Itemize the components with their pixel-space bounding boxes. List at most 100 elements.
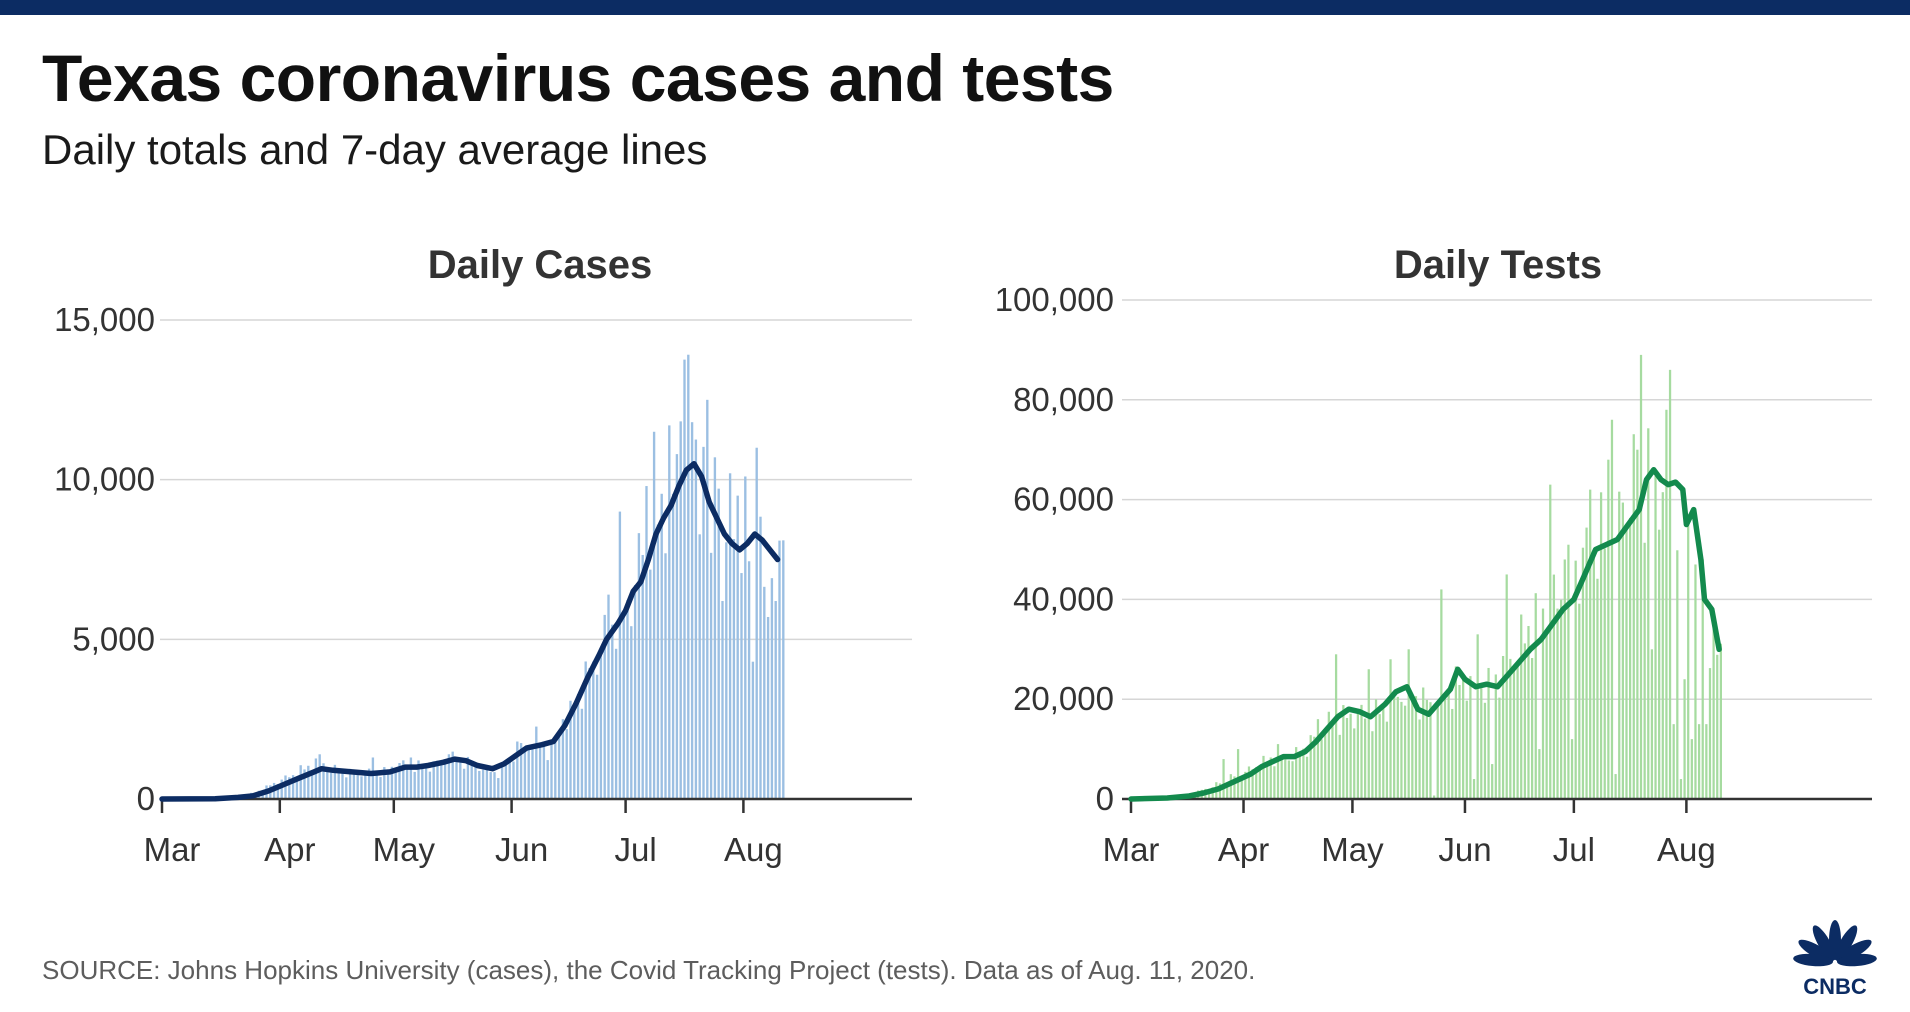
cases-xtick-label: May bbox=[373, 831, 436, 868]
tests-bar bbox=[1371, 731, 1374, 799]
cases-bar bbox=[774, 601, 777, 799]
cases-bar bbox=[402, 760, 405, 799]
cases-bar bbox=[535, 726, 538, 799]
tests-bar bbox=[1661, 492, 1664, 799]
tests-bar bbox=[1472, 779, 1476, 799]
cases-bar bbox=[546, 760, 549, 799]
daily-cases-chart: Daily Cases 0 5,000 10,000 15,000 Mar Apr May J… bbox=[54, 243, 912, 868]
tests-bar bbox=[1512, 666, 1516, 799]
cases-bar bbox=[599, 650, 603, 799]
cases-ytick-label: 10,000 bbox=[54, 461, 155, 498]
cases-bar bbox=[451, 751, 454, 799]
cases-bar bbox=[466, 756, 470, 799]
tests-bar bbox=[1469, 676, 1472, 799]
cases-bar bbox=[550, 740, 553, 799]
tests-bar bbox=[1694, 564, 1697, 799]
tests-bar bbox=[1432, 795, 1436, 799]
tests-bar bbox=[1436, 702, 1439, 799]
cases-bar bbox=[379, 777, 382, 799]
tests-bar bbox=[1621, 502, 1624, 799]
cases-bar bbox=[276, 784, 280, 799]
cases-bar bbox=[675, 454, 679, 799]
tests-bar bbox=[1273, 766, 1276, 799]
cases-bar bbox=[782, 540, 785, 799]
tests-bar bbox=[1650, 649, 1654, 799]
cases-bar bbox=[664, 553, 667, 799]
cases-xtick-label: Jul bbox=[615, 831, 657, 868]
cases-bar bbox=[326, 770, 329, 799]
cases-bar bbox=[405, 766, 409, 799]
cases-bar bbox=[755, 447, 758, 799]
cases-bar bbox=[500, 763, 504, 799]
tests-bar bbox=[1349, 713, 1352, 799]
cases-bar bbox=[440, 762, 443, 799]
tests-bar bbox=[1618, 491, 1621, 799]
cases-bar bbox=[573, 710, 576, 799]
tests-bar bbox=[1353, 728, 1356, 799]
tests-bar bbox=[1327, 711, 1330, 799]
cases-bar bbox=[576, 694, 580, 799]
cases-bar bbox=[318, 754, 321, 799]
cases-bar bbox=[310, 771, 314, 799]
cases-bar bbox=[584, 661, 587, 799]
tests-bar bbox=[1462, 678, 1465, 799]
tests-bar bbox=[1487, 667, 1490, 799]
tests-bar bbox=[1712, 620, 1715, 799]
cases-bar bbox=[303, 769, 306, 799]
cases-bar bbox=[337, 772, 340, 799]
tests-bar bbox=[1298, 755, 1301, 799]
tests-bar bbox=[1291, 761, 1294, 799]
cases-bar bbox=[645, 486, 648, 799]
cases-bar bbox=[329, 772, 333, 799]
tests-bar bbox=[1403, 705, 1407, 799]
tests-bar bbox=[1262, 755, 1265, 799]
tests-bar bbox=[1229, 774, 1232, 799]
cases-bar bbox=[478, 770, 481, 799]
cases-bar bbox=[763, 586, 766, 799]
cases-bar bbox=[504, 764, 508, 799]
cases-bar bbox=[356, 772, 359, 799]
tests-bar bbox=[1400, 701, 1403, 799]
cases-bar bbox=[527, 745, 530, 799]
cases-bar bbox=[766, 616, 770, 799]
tests-xtick-label: Jun bbox=[1438, 831, 1491, 868]
cases-bar bbox=[409, 757, 413, 799]
cases-bar bbox=[519, 743, 523, 799]
cases-bar bbox=[569, 700, 572, 799]
tests-bar bbox=[1247, 766, 1251, 799]
cases-bar bbox=[345, 777, 348, 799]
tests-bar bbox=[1654, 475, 1657, 799]
tests-bar bbox=[1690, 739, 1693, 799]
cases-bar bbox=[375, 772, 378, 799]
tests-bar bbox=[1585, 527, 1588, 799]
cases-bar bbox=[778, 540, 781, 799]
cases-bar bbox=[462, 768, 466, 799]
cases-bar bbox=[668, 425, 671, 799]
cases-bar bbox=[288, 777, 291, 799]
cases-bar bbox=[554, 736, 557, 799]
tests-bar bbox=[1385, 721, 1389, 799]
cases-bar bbox=[744, 476, 747, 799]
tests-bar bbox=[1665, 409, 1668, 799]
cases-bar bbox=[725, 542, 728, 799]
tests-ytick-label: 60,000 bbox=[1013, 481, 1114, 518]
cases-bar bbox=[614, 648, 618, 799]
tests-bar bbox=[1364, 718, 1367, 799]
tests-bar bbox=[1643, 542, 1646, 799]
tests-bar bbox=[1570, 739, 1574, 799]
tests-bar bbox=[1567, 544, 1570, 799]
cases-bar bbox=[516, 741, 519, 799]
cases-bar bbox=[459, 759, 462, 799]
tests-bar bbox=[1414, 696, 1418, 799]
tests-bar bbox=[1356, 712, 1360, 799]
tests-bar bbox=[1367, 669, 1370, 799]
cases-ytick-label: 15,000 bbox=[54, 301, 155, 338]
tests-bar bbox=[1334, 654, 1338, 799]
tests-bar bbox=[1556, 608, 1559, 799]
cases-bar bbox=[538, 744, 542, 799]
tests-bar bbox=[1342, 705, 1345, 799]
cases-bar bbox=[679, 421, 682, 799]
cases-bar bbox=[656, 524, 660, 799]
tests-bar bbox=[1614, 774, 1617, 799]
tests-bar bbox=[1287, 760, 1291, 799]
